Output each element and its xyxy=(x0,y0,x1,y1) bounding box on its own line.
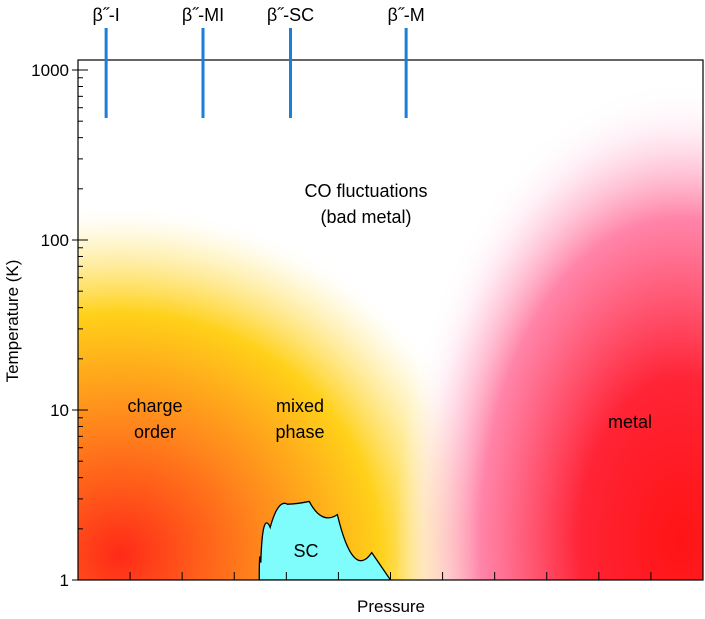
charge-order-label-line2: order xyxy=(134,422,176,442)
y-tick-label: 1 xyxy=(60,571,69,590)
compound-label: β˝-M xyxy=(387,5,424,25)
compound-label: β˝-MI xyxy=(182,5,224,25)
superconducting-region xyxy=(258,500,392,580)
mixed-phase-label-line2: phase xyxy=(275,422,324,442)
y-tick-label: 100 xyxy=(41,231,69,250)
x-axis-ticks xyxy=(129,572,652,580)
x-axis-label: Pressure xyxy=(357,597,425,616)
co-fluctuations-label-line2: (bad metal) xyxy=(320,207,411,227)
sc-label: SC xyxy=(293,541,318,561)
y-tick-label: 10 xyxy=(50,401,69,420)
compound-label: β˝-I xyxy=(92,5,119,25)
compound-label: β˝-SC xyxy=(267,5,314,25)
compound-markers: β˝-I β˝-MI β˝-SC β˝-M xyxy=(92,5,425,118)
metal-label: metal xyxy=(608,412,652,432)
mixed-phase-label-line1: mixed xyxy=(276,396,324,416)
co-fluctuations-label-line1: CO fluctuations xyxy=(304,181,427,201)
y-tick-label: 1000 xyxy=(31,61,69,80)
metal-region xyxy=(78,60,703,580)
y-axis-label: Temperature (K) xyxy=(3,260,22,383)
y-axis-ticks: 1 10 100 1000 xyxy=(31,61,88,590)
charge-order-label-line1: charge xyxy=(127,396,182,416)
